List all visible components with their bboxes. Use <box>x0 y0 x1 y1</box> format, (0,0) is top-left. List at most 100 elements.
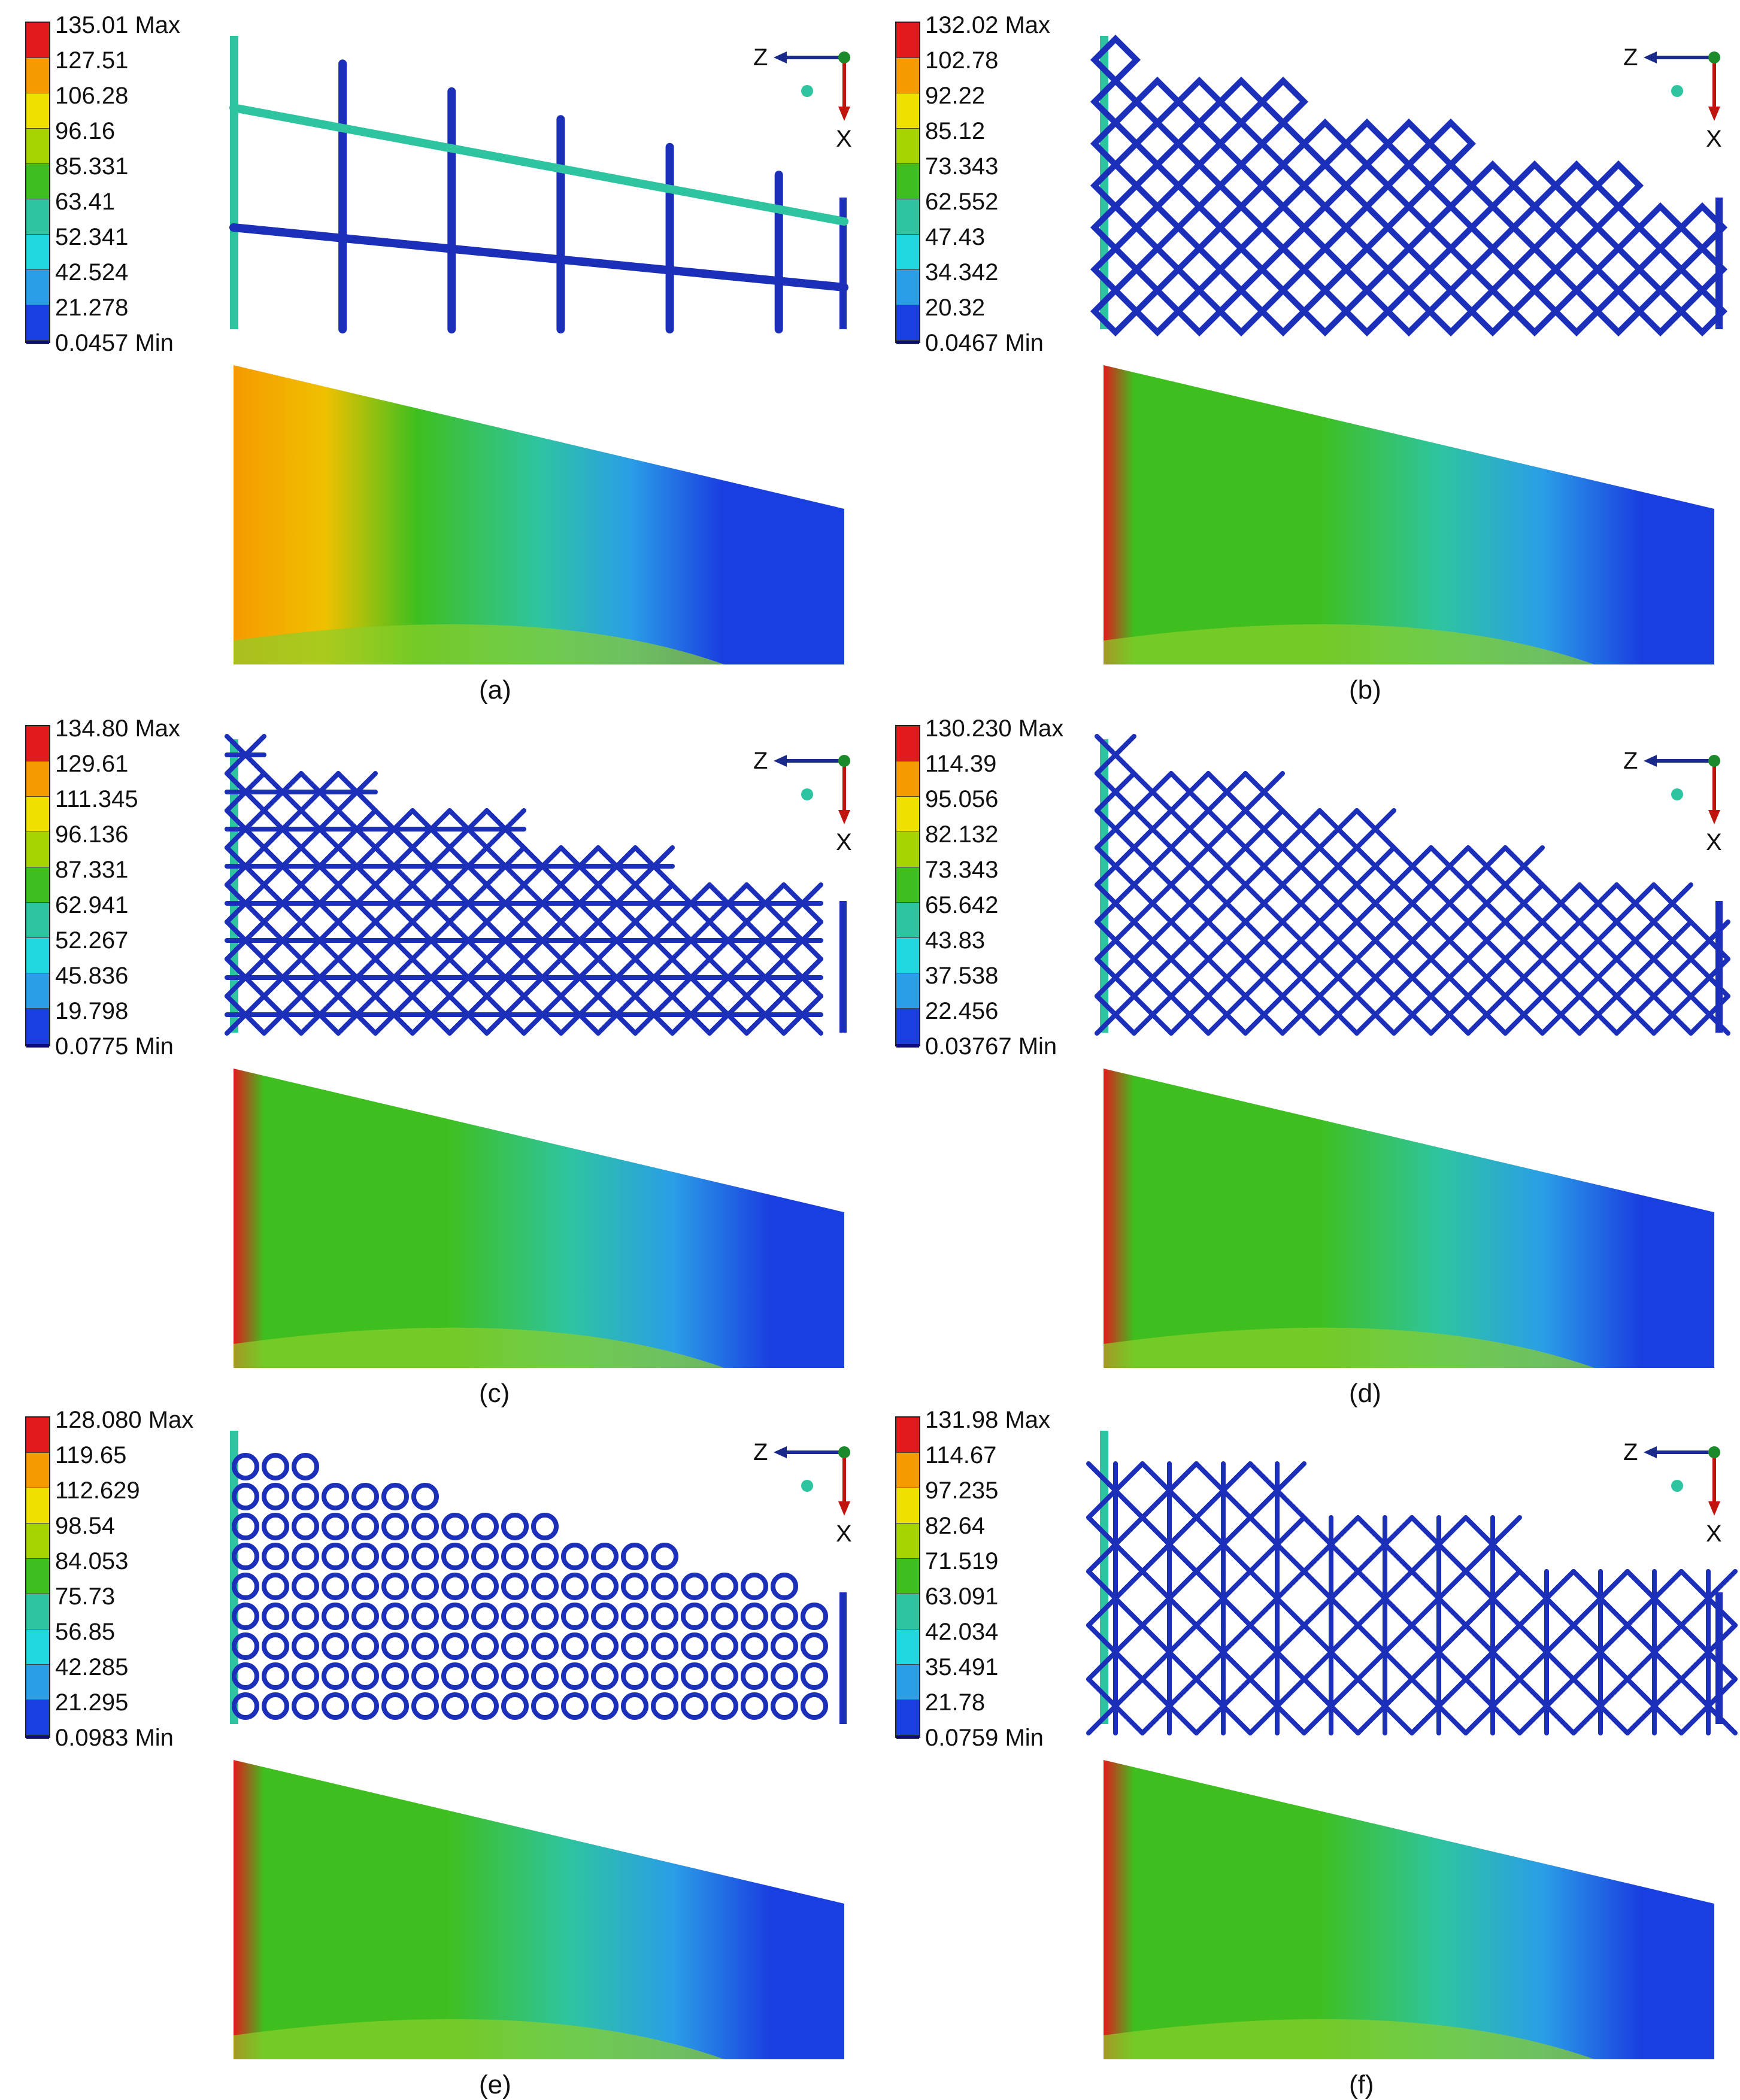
lattice-cell <box>232 1632 259 1660</box>
panel-caption: (d) <box>1349 1379 1381 1408</box>
lattice-cell <box>447 808 489 850</box>
lattice-cell <box>299 994 341 1036</box>
lattice-cell <box>322 1483 349 1510</box>
origin-dot <box>1708 755 1720 767</box>
scale-segment <box>26 164 49 199</box>
lattice-cell <box>1593 244 1644 295</box>
skin-stress-contour <box>1104 1760 1714 2059</box>
lattice-cell <box>1132 286 1183 337</box>
scale-segment <box>896 1665 919 1700</box>
lattice-cell <box>681 1632 708 1660</box>
panel-caption: (a) <box>479 675 511 705</box>
lattice-cell <box>711 1603 738 1630</box>
lattice-cell <box>262 957 304 999</box>
panel-caption: (e) <box>479 2070 511 2099</box>
legend-label: 22.456 <box>925 998 999 1024</box>
lattice-cell <box>1132 957 1174 999</box>
lattice-cell <box>1090 34 1141 86</box>
legend-label: 52.267 <box>55 927 129 954</box>
lattice-cell <box>1354 845 1396 887</box>
lattice-cell <box>447 994 489 1036</box>
trailing-edge-band <box>1104 1327 1595 1368</box>
legend-min-label: 0.0467 Min <box>925 330 1044 356</box>
lattice-cell <box>1651 957 1693 999</box>
legend-max-label: 131.98 Max <box>925 1407 1051 1433</box>
lattice-cell <box>559 845 601 887</box>
lattice-cell <box>621 1632 648 1660</box>
lattice-cell <box>262 1632 289 1660</box>
lattice-cell <box>381 1543 409 1570</box>
lattice-cell <box>1243 771 1285 813</box>
lattice-cell <box>1215 160 1267 211</box>
lattice-cell <box>1571 1623 1630 1682</box>
lattice-cell <box>441 1543 469 1570</box>
lattice-cell <box>1571 1569 1630 1628</box>
lattice-cell <box>1409 1515 1468 1574</box>
lattice-cell <box>1503 919 1545 961</box>
lattice-cell <box>262 1543 289 1570</box>
lattice-cell <box>501 1662 529 1690</box>
lattice-cell <box>1215 118 1267 169</box>
lattice-cell <box>1194 1677 1253 1735</box>
lattice-cell <box>225 845 266 887</box>
legend-max-label: 134.80 Max <box>55 715 181 742</box>
legend-min-label: 0.0457 Min <box>55 330 174 356</box>
scale-segment <box>896 23 919 58</box>
lattice-cell <box>1466 957 1508 999</box>
lattice-cell <box>1341 160 1393 211</box>
lattice-cell <box>744 994 786 1036</box>
lattice-cell <box>522 845 563 887</box>
lattice-cell <box>411 1573 439 1600</box>
lattice-cell <box>1299 244 1351 295</box>
lattice-cell <box>561 1573 589 1600</box>
lattice-cell <box>707 957 749 999</box>
scale-segment <box>26 867 49 903</box>
z-axis-label: Z <box>1623 44 1638 71</box>
lattice-cell <box>292 1662 319 1690</box>
lattice-cell <box>501 1543 529 1570</box>
lattice-cell <box>484 808 526 850</box>
lattice-cell <box>262 1453 289 1480</box>
lattice-cell <box>1302 1677 1360 1735</box>
lattice-cell <box>621 1543 648 1570</box>
lattice-cell <box>1540 957 1582 999</box>
lattice-cell <box>1392 845 1433 887</box>
stringer <box>229 223 848 292</box>
lattice-cell <box>292 1603 319 1630</box>
lattice-cell <box>1463 1515 1522 1574</box>
lattice-cell <box>1090 76 1141 128</box>
lattice-cell <box>559 957 601 999</box>
lattice-cell <box>633 845 675 887</box>
x-axis-label: X <box>836 126 852 152</box>
lattice-cell <box>741 1632 768 1660</box>
lattice-stress-view <box>225 734 847 1036</box>
lattice-cell <box>1679 1569 1738 1628</box>
panel-c: 134.80 Max 129.61 111.345 96.136 87.331 62.94… <box>0 703 870 1408</box>
lattice-cell <box>531 1662 559 1690</box>
scale-segment <box>896 938 919 973</box>
lattice-cell <box>1132 808 1174 850</box>
scale-segment <box>896 1735 919 1739</box>
lattice-cell <box>351 1603 379 1630</box>
scale-segment <box>26 270 49 305</box>
lattice-cell <box>1429 882 1471 924</box>
scale-segment <box>26 1559 49 1594</box>
lattice-cell <box>1593 160 1644 211</box>
lattice-cell <box>771 1662 798 1690</box>
legend-label: 71.519 <box>925 1548 999 1574</box>
lattice-cell <box>1467 244 1518 295</box>
scale-segment <box>896 1453 919 1488</box>
lattice-cell <box>292 1483 319 1510</box>
lattice-cell <box>633 957 675 999</box>
lattice-cell <box>1206 808 1248 850</box>
lattice-cell <box>711 1662 738 1690</box>
lattice-cell <box>561 1692 589 1720</box>
scale-segment <box>896 1044 919 1048</box>
scale-segment <box>896 903 919 938</box>
lattice-cell <box>1635 286 1686 337</box>
scale-segment <box>26 1453 49 1488</box>
lattice-cell <box>1383 160 1435 211</box>
lattice-cell <box>531 1603 559 1630</box>
lattice-cell <box>1086 1623 1145 1682</box>
axis-triad-graphic <box>1644 755 1720 824</box>
